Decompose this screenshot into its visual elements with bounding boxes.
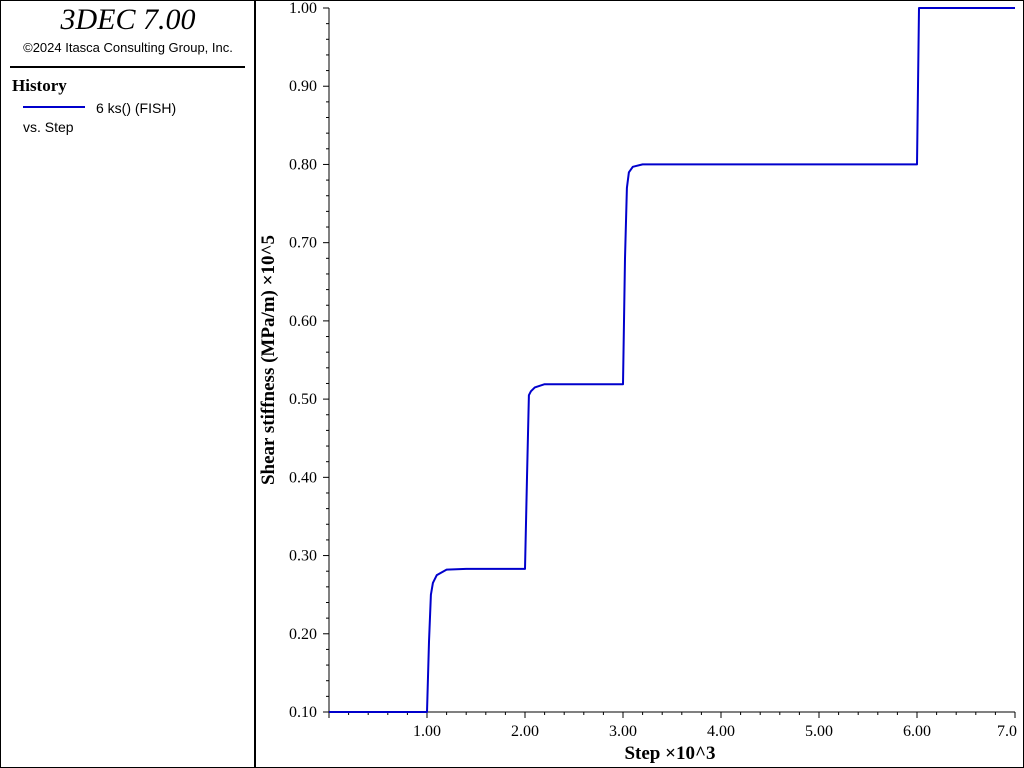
series-layer	[329, 7, 1015, 713]
x-tick-label: 4.00	[707, 723, 735, 740]
plot-area	[329, 8, 1015, 712]
y-tick-label: 0.70	[289, 235, 317, 252]
y-tick-label: 0.90	[289, 78, 317, 95]
x-tick-label: 7.0	[997, 723, 1017, 740]
x-tick-label: 2.00	[511, 723, 539, 740]
app-title: 3DEC 7.00	[60, 3, 196, 36]
history-heading: History	[12, 76, 67, 95]
copyright-notice: ©2024 Itasca Consulting Group, Inc.	[23, 40, 233, 55]
y-tick-label: 1.00	[289, 0, 317, 17]
legend-swatch	[23, 106, 85, 108]
panel-divider	[10, 66, 245, 68]
y-axis-title: Shear stiffness (MPa/m) ×10^5	[258, 235, 279, 485]
y-tick-label: 0.80	[289, 156, 317, 173]
series-line	[329, 7, 1015, 713]
chart-frame	[329, 8, 1015, 712]
axes-layer: 0.10 0.20 0.30 0.40 0.50 0.60 0.70 0.80 0.90 1.00…	[289, 0, 1017, 740]
x-tick-label: 3.00	[609, 723, 637, 740]
legend-panel: 3DEC 7.00 ©2024 Itasca Consulting Group,…	[0, 0, 256, 768]
y-tick-label: 0.60	[289, 313, 317, 330]
legend-entry-subtitle: vs. Step	[23, 119, 74, 135]
legend-entry-label: 6 ks() (FISH)	[96, 100, 177, 116]
x-tick-label: 5.00	[805, 723, 833, 740]
x-tick-label: 1.00	[413, 723, 441, 740]
x-tick-label: 6.00	[903, 723, 931, 740]
x-axis-title: Step ×10^3	[624, 743, 715, 764]
y-tick-label: 0.20	[289, 626, 317, 643]
y-tick-label: 0.50	[289, 391, 317, 408]
y-tick-label: 0.30	[289, 548, 317, 565]
y-tick-label: 0.40	[289, 469, 317, 486]
y-tick-label: 0.10	[289, 704, 317, 721]
